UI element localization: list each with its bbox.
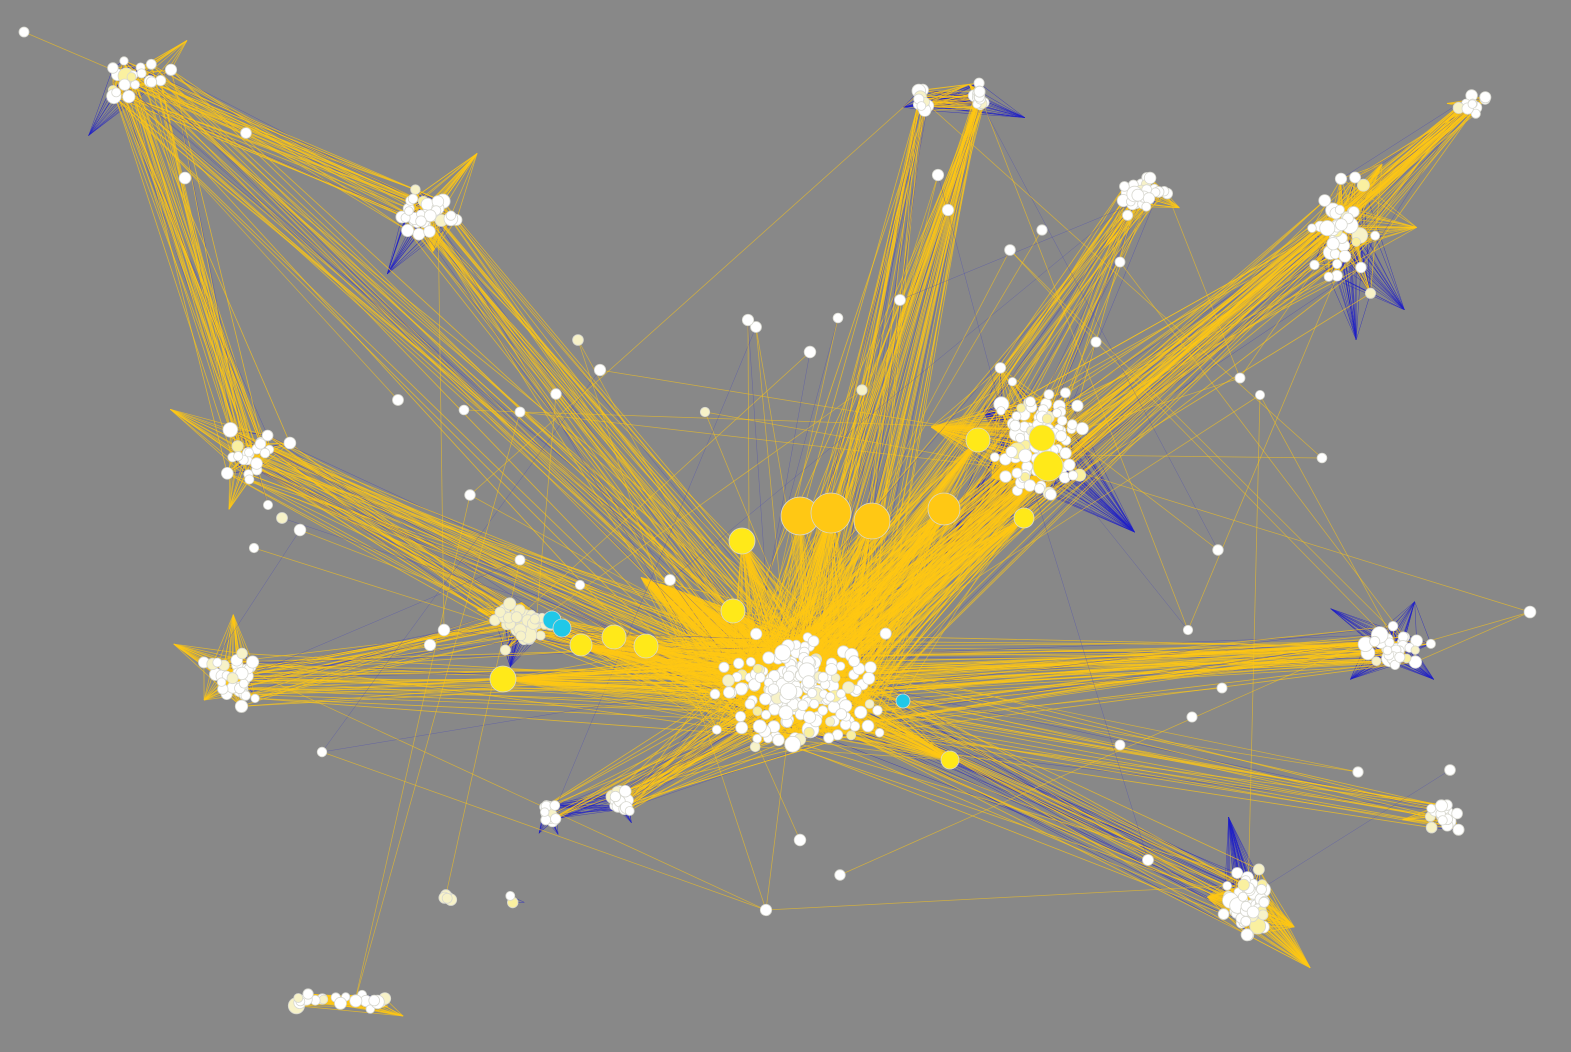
graph-edge xyxy=(1394,664,1434,680)
graph-edge xyxy=(550,808,625,820)
graph-edge xyxy=(170,408,231,431)
graph-edge xyxy=(170,408,239,457)
graph-edge xyxy=(1336,235,1376,276)
graph-edge xyxy=(173,643,243,654)
graph-edge xyxy=(1335,227,1417,255)
graph-edge xyxy=(1355,293,1371,340)
graph-edge xyxy=(228,456,239,510)
graph-edge xyxy=(548,799,616,807)
graph-edge xyxy=(1350,664,1396,680)
graph-edge xyxy=(412,153,478,200)
graph-edge xyxy=(1355,241,1405,310)
graph-edge xyxy=(1328,276,1357,340)
graph-edge xyxy=(387,234,420,275)
graph-edge xyxy=(160,40,188,81)
graph-edge xyxy=(550,806,619,820)
graph-edge xyxy=(170,408,266,454)
graph-edge xyxy=(918,90,980,92)
graph-edge xyxy=(854,726,1248,936)
graph-edge xyxy=(387,218,452,275)
graph-edge xyxy=(978,82,1025,118)
graph-edge xyxy=(228,457,233,510)
graph-edge xyxy=(1355,267,1362,340)
graph-edge xyxy=(1395,662,1434,680)
graph-edge xyxy=(1226,817,1229,886)
graph-edge xyxy=(1414,601,1432,644)
graph-edge xyxy=(757,710,1242,900)
graph-edge xyxy=(88,67,114,136)
graph-edge xyxy=(1330,608,1404,638)
graph-edge xyxy=(1350,660,1377,680)
graph-edge xyxy=(228,479,250,510)
graph-edge xyxy=(228,459,244,510)
graph-edge xyxy=(1344,256,1357,340)
graph-edge xyxy=(922,83,970,91)
graph-edge xyxy=(450,153,478,216)
graph-edge xyxy=(918,83,970,100)
graph-edge xyxy=(793,703,1248,891)
graph-edge xyxy=(223,614,234,666)
graph-edge xyxy=(1065,392,1135,533)
graph-edge xyxy=(1414,649,1435,680)
graph-edge xyxy=(1330,608,1380,636)
graph-edge xyxy=(979,91,1025,118)
graph-edge xyxy=(1340,163,1383,180)
graph-edge xyxy=(456,153,478,221)
graph-edge xyxy=(555,799,616,820)
graph-edge xyxy=(1043,475,1135,533)
graph-edge xyxy=(1072,475,1135,533)
graph-edge xyxy=(1387,601,1415,640)
graph-edge xyxy=(1414,601,1417,641)
graph-edge xyxy=(387,216,403,274)
graph-edge xyxy=(212,614,234,665)
graph-edge xyxy=(151,40,188,83)
